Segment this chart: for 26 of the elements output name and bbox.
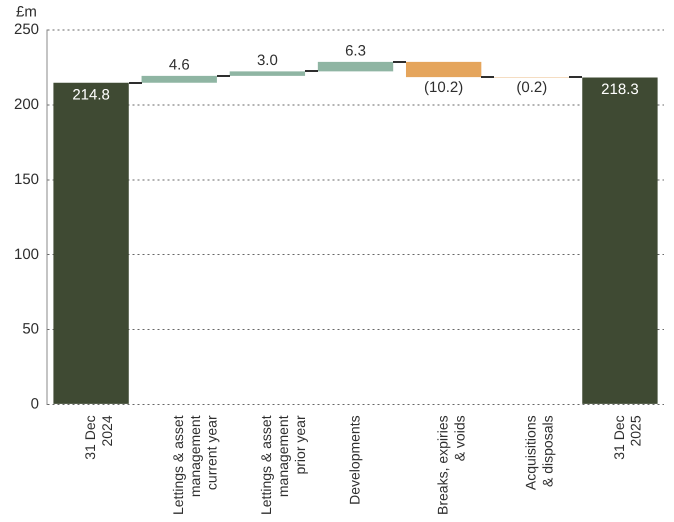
data-label: 3.0: [256, 52, 278, 69]
x-tick-label: 31 Dec 2025: [610, 415, 644, 460]
y-tick-label: 100: [14, 246, 40, 263]
data-label: (0.2): [516, 79, 548, 96]
bar: [406, 62, 482, 78]
data-label: (10.2): [424, 78, 464, 96]
x-tick-label: Lettings & asset management current year: [170, 415, 220, 516]
bar: [318, 62, 394, 72]
y-tick-label: 250: [14, 21, 40, 38]
x-tick-label: Developments: [346, 415, 362, 505]
bar: [582, 77, 658, 404]
data-label: 6.3: [345, 42, 366, 60]
y-tick-label: 50: [22, 320, 40, 338]
y-tick-label: 200: [14, 96, 40, 114]
data-label: 218.3: [601, 81, 639, 98]
bar: [142, 76, 217, 83]
x-tick-label: 31 Dec 2024: [82, 415, 115, 460]
bar: [53, 82, 129, 404]
y-axis-title: £m: [16, 4, 37, 21]
bar: [230, 71, 306, 76]
y-tick-label: 150: [14, 170, 40, 188]
x-tick-label: Acquisitions & disposals: [522, 415, 556, 490]
data-label: 214.8: [72, 86, 110, 104]
x-tick-label: Breaks, expiries & voids: [434, 415, 468, 515]
data-label: 4.6: [168, 56, 190, 74]
y-tick-label: 0: [30, 396, 40, 413]
